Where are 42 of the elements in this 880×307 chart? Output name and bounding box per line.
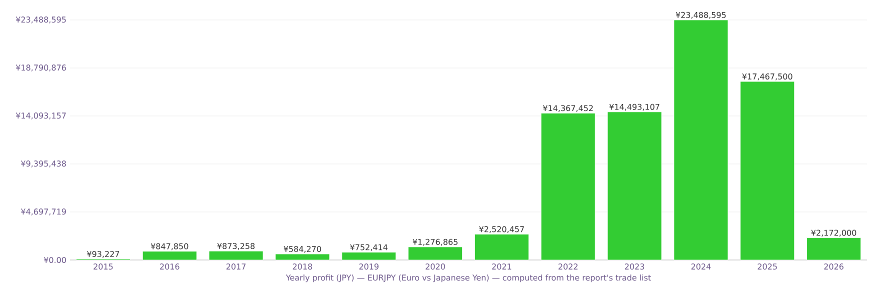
data-label: ¥752,414	[350, 244, 388, 252]
bar	[740, 81, 795, 260]
bar	[142, 251, 197, 260]
bar	[674, 20, 728, 260]
x-tick-label: 2024	[691, 264, 711, 270]
x-tick-label: 2018	[292, 264, 312, 270]
y-tick-label: ¥0.00	[44, 256, 66, 264]
x-tick-label: 2025	[758, 264, 777, 270]
y-tick-label: ¥4,697,719	[20, 208, 66, 216]
bar	[540, 112, 596, 260]
x-tick-label: 2021	[492, 264, 512, 270]
data-label: ¥14,493,107	[609, 104, 660, 111]
data-label: ¥2,172,000	[811, 230, 856, 237]
y-tick-label: ¥9,395,438	[20, 160, 66, 168]
x-tick-label: 2015	[94, 264, 113, 270]
data-label: ¥584,270	[284, 246, 322, 253]
x-axis-title: Yearly profit (JPY) — EURJPY (Euro vs Japanese Yen) — computed from the report's trade list	[286, 274, 651, 282]
bar	[275, 254, 330, 260]
x-tick-label: 2026	[824, 264, 844, 270]
y-tick-label: ¥23,488,595	[16, 16, 66, 24]
data-label: ¥847,850	[150, 243, 188, 250]
x-tick-label: 2017	[226, 264, 246, 270]
bar	[208, 250, 264, 260]
data-label: ¥1,276,865	[412, 238, 458, 246]
data-label: ¥2,520,457	[479, 226, 524, 234]
data-label: ¥14,367,452	[542, 105, 593, 112]
bar	[474, 234, 529, 260]
bar	[342, 252, 396, 260]
data-label: ¥17,467,500	[742, 73, 792, 80]
x-tick-label: 2022	[558, 264, 578, 270]
data-label: ¥23,488,595	[676, 12, 726, 19]
bar	[806, 238, 861, 260]
x-tick-label: 2020	[426, 264, 445, 270]
x-tick-label: 2016	[160, 264, 180, 270]
bar	[607, 112, 662, 260]
data-label: ¥873,258	[217, 242, 255, 250]
bar	[408, 246, 462, 260]
x-tick-label: 2023	[624, 264, 644, 270]
x-tick-label: 2019	[359, 264, 378, 270]
y-tick-label: ¥14,093,157	[16, 112, 66, 120]
y-tick-label: ¥18,790,876	[16, 64, 66, 72]
data-label: ¥93,227	[86, 250, 120, 258]
